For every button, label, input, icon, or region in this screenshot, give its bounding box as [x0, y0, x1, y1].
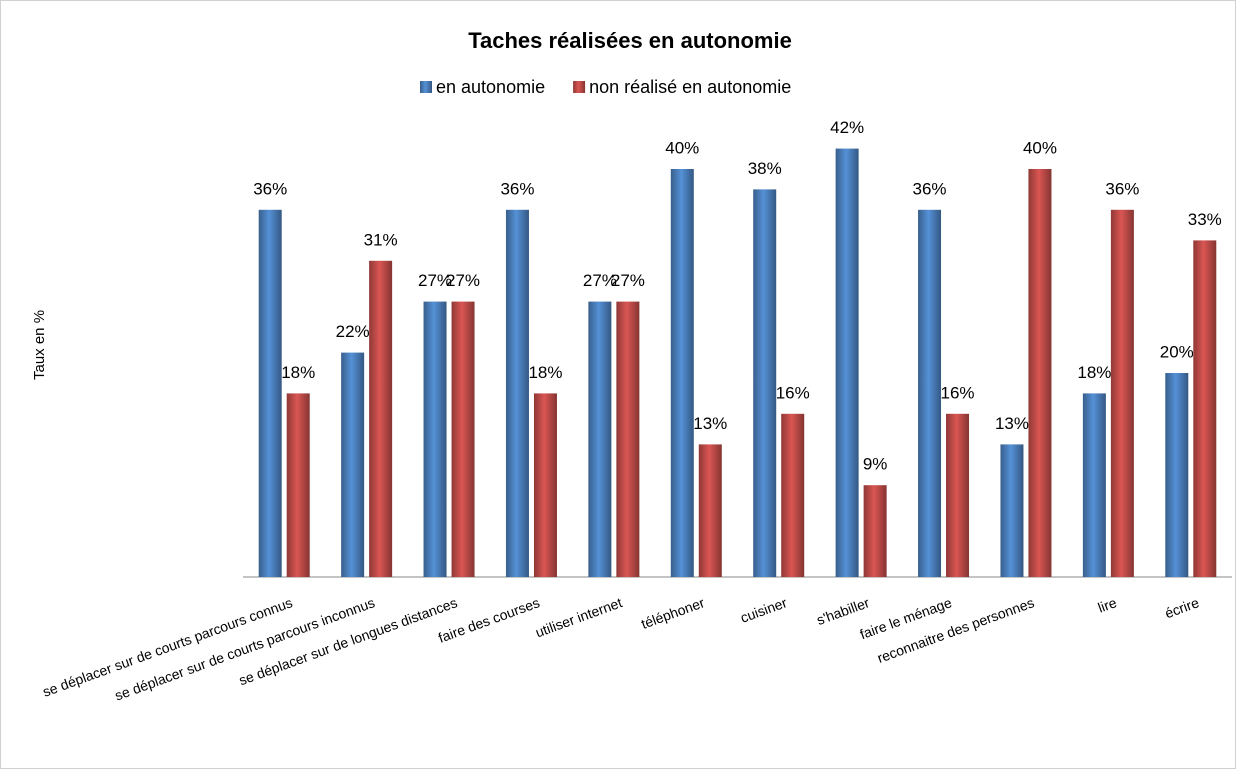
value-label: 27% — [446, 271, 480, 290]
value-label: 27% — [583, 271, 617, 290]
value-label: 27% — [418, 271, 452, 290]
value-label: 18% — [1077, 363, 1111, 382]
value-label: 27% — [611, 271, 645, 290]
legend-label: non réalisé en autonomie — [589, 77, 791, 97]
bar — [698, 444, 722, 577]
bar — [1082, 393, 1106, 577]
legend-swatch — [573, 81, 586, 93]
value-label: 40% — [1023, 138, 1057, 157]
value-label: 18% — [528, 363, 562, 382]
bar — [369, 260, 393, 577]
bar — [1165, 373, 1189, 577]
value-label: 33% — [1188, 210, 1222, 229]
value-label: 31% — [364, 230, 398, 249]
bar — [863, 485, 887, 577]
bar — [286, 393, 310, 577]
value-label: 40% — [665, 138, 699, 157]
value-label: 16% — [776, 383, 810, 402]
bar — [1110, 209, 1134, 578]
bar — [533, 393, 557, 577]
value-label: 36% — [500, 179, 534, 198]
bar — [451, 301, 475, 577]
value-label: 13% — [693, 414, 727, 433]
bar — [423, 301, 447, 577]
value-label: 16% — [941, 383, 975, 402]
bar — [1028, 169, 1052, 577]
bar — [258, 209, 282, 578]
legend-swatch — [420, 81, 432, 93]
bar — [753, 189, 777, 577]
bar — [616, 301, 640, 577]
y-axis-label: Taux en % — [31, 310, 48, 380]
value-label: 36% — [1105, 179, 1139, 198]
chart-title: Taches réalisées en autonomie — [468, 28, 792, 53]
bar — [918, 209, 942, 578]
bar — [505, 209, 529, 578]
value-label: 22% — [336, 322, 370, 341]
bar — [670, 169, 694, 577]
value-label: 20% — [1160, 342, 1194, 361]
bar — [781, 413, 805, 577]
value-label: 13% — [995, 414, 1029, 433]
value-label: 42% — [830, 118, 864, 137]
bar — [341, 352, 365, 577]
x-tick-label: lire — [1096, 594, 1119, 615]
value-label: 36% — [913, 179, 947, 198]
bar — [588, 301, 612, 577]
value-label: 18% — [281, 363, 315, 382]
value-label: 36% — [253, 179, 287, 198]
legend-label: en autonomie — [436, 77, 545, 97]
bar — [946, 413, 970, 577]
bar — [1193, 240, 1217, 577]
value-label: 9% — [863, 455, 888, 474]
bar — [1000, 444, 1024, 577]
value-label: 38% — [748, 159, 782, 178]
bar — [835, 148, 859, 577]
